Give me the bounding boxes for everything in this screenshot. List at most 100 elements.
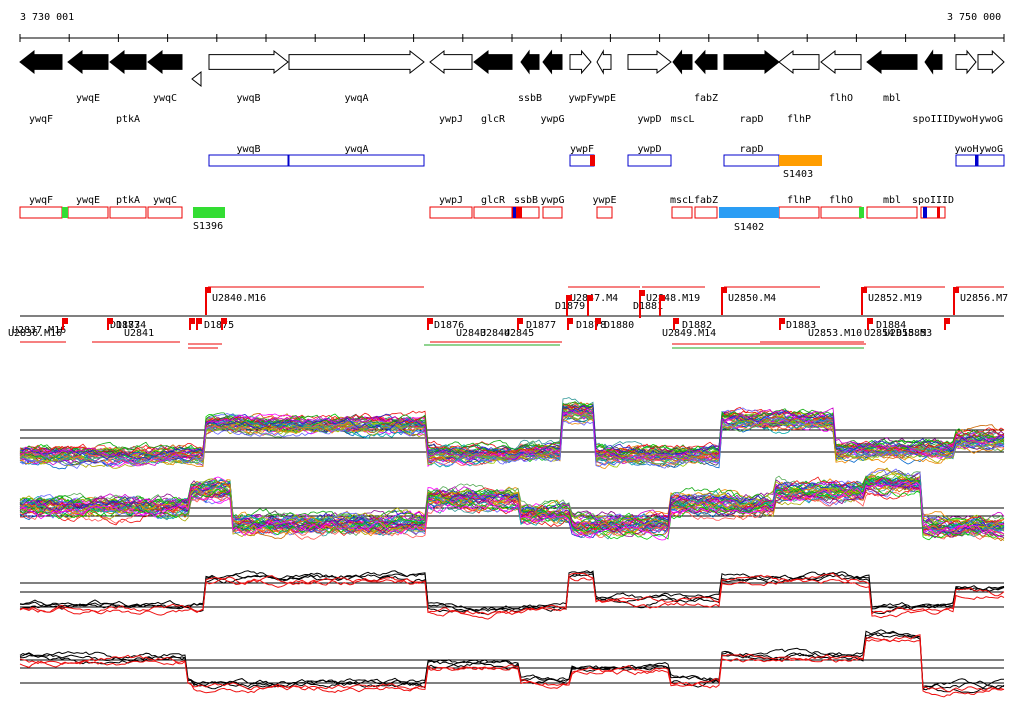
transcript-label-d1882: D1882 <box>682 320 712 331</box>
operon-label-minus-ywpg: ywpG <box>540 195 564 206</box>
operon-label-plus-ywpd: ywpD <box>637 144 661 155</box>
gene-arrow-ywpg <box>542 49 563 75</box>
operon-label-minus-ssbb: ssbB <box>514 195 538 206</box>
transcript-label-overlap-u2849-m14: U2849.M14 <box>662 328 716 339</box>
gene-label-ywqe: ywqE <box>76 93 100 104</box>
gene-label-rapd: rapD <box>739 114 763 125</box>
gene-label-ywoh: ywoH <box>954 114 978 125</box>
operon-end-marker <box>975 155 978 166</box>
gene-label-fabz: fabZ <box>694 93 718 104</box>
transcript-label-d1880: D1880 <box>604 320 634 331</box>
transcript-label-overlap-u2841: U2841 <box>124 328 154 339</box>
coordinate-end: 3 750 000 <box>947 12 1002 23</box>
operon-end-marker <box>62 207 68 218</box>
transcript-mid-label-u2847-m4: U2847.M4 <box>570 293 618 304</box>
transcript-label-overlap-u2843: U2843 <box>456 328 486 339</box>
transcript-label-u2856-m7: U2856.M7 <box>960 293 1008 304</box>
operon-box-minus-ywqe <box>67 206 109 219</box>
gene-label-ywpf: ywpF <box>568 93 592 104</box>
expression-profile-plus <box>19 403 1005 457</box>
transcript-marker-bottom-head <box>190 318 195 324</box>
gene-arrow-ywqc <box>147 49 183 75</box>
transcript-label-overlap-u2836-m16: U2836.M16 <box>8 328 62 339</box>
coordinate-start: 3 730 001 <box>20 12 75 23</box>
gene-label-flho: flhO <box>829 93 853 104</box>
transcript-label-overlap-u2844: U2844 <box>480 328 510 339</box>
operon-end-marker <box>515 207 522 218</box>
transcript-mid-marker-u2847-m4-head <box>567 295 572 301</box>
gene-arrow-spoiiid <box>924 49 943 75</box>
operon-box-plus-ywqb <box>208 154 289 167</box>
operon-box-plus-ywog <box>977 154 1005 167</box>
operon-box-minus-mbl <box>866 206 918 219</box>
segment-label-s1396: S1396 <box>193 221 223 232</box>
gene-arrow-rapd <box>723 49 780 75</box>
transcript-marker-bottom-head <box>780 318 785 324</box>
expression-profile-minus <box>19 476 1005 537</box>
gene-arrow-flho <box>820 49 862 75</box>
operon-box-minus-ywpg <box>542 206 563 219</box>
operon-end-marker <box>937 207 940 218</box>
expression-profile-minus <box>19 477 1005 528</box>
operon-label-minus-ywqe: ywqE <box>76 195 100 206</box>
operon-box-minus-ywpe <box>596 206 613 219</box>
operon-label-plus-rapd: rapD <box>739 144 763 155</box>
gene-label-glcr: glcR <box>481 114 506 125</box>
gene-label-ywpd: ywpD <box>637 114 661 125</box>
operon-end-marker <box>859 207 864 218</box>
transcript-marker-u2848-m19-head <box>640 290 645 296</box>
gene-label-ywpj: ywpJ <box>439 114 463 125</box>
operon-label-plus-ywpf: ywpF <box>570 144 594 155</box>
operon-box-plus-ywoh <box>955 154 978 167</box>
gene-label-ywqc: ywqC <box>153 93 177 104</box>
gene-arrow-ywqe <box>67 49 109 75</box>
operon-box-minus-ywqf <box>19 206 63 219</box>
expression-profile-minus <box>19 479 1005 538</box>
gene-arrow-ywpf <box>569 49 592 75</box>
operon-box-plus-ywqa <box>288 154 425 167</box>
gene-arrow-ywqa <box>288 49 425 75</box>
expression-profile-plus <box>19 416 1005 470</box>
transcript-marker-bottom-head <box>428 318 433 324</box>
transcript-label-overlap-u2854: U2854 <box>864 328 894 339</box>
expression-profile-plus <box>19 403 1005 461</box>
operon-label-minus-ywpj: ywpJ <box>439 195 463 206</box>
gene-label-mbl: mbl <box>883 93 901 104</box>
transcript-marker-u2840-m16-head <box>206 287 211 293</box>
gene-arrow-ywpd <box>627 49 672 75</box>
transcript-label-d1875: D1875 <box>204 320 234 331</box>
transcript-marker-u2856-m7-head <box>954 287 959 293</box>
expression-profile-minus <box>19 480 1005 541</box>
operon-box-minus-ywpj <box>429 206 473 219</box>
gene-label-ywog: ywoG <box>979 114 1003 125</box>
transcript-mid-marker-d1879-head <box>588 295 593 301</box>
transcript-mid-label-d1879: D1879 <box>555 301 585 312</box>
expression-profile-plus <box>19 409 1005 466</box>
operon-label-minus-fabz: fabZ <box>694 195 718 206</box>
transcript-label-overlap-d1873: D1873 <box>110 320 140 331</box>
transcript-marker-bottom-head <box>108 318 113 324</box>
transcript-marker-bottom-head <box>868 318 873 324</box>
gene-label-ywqb: ywqB <box>236 93 260 104</box>
gene-label-ywpg: ywpG <box>540 114 564 125</box>
transcript-label-overlap-u2845: U2845 <box>504 328 534 339</box>
operon-label-minus-flhp: flhP <box>787 195 811 206</box>
operon-label-minus-ywqf: ywqF <box>29 195 53 206</box>
transcript-marker-u2852-m19-head <box>862 287 867 293</box>
expression-profile-minus <box>19 481 1005 541</box>
gene-arrow-mbl <box>866 49 918 75</box>
transcript-marker-bottom-head <box>945 318 950 324</box>
operon-end-marker <box>923 207 927 218</box>
operon-end-marker <box>590 155 595 166</box>
operon-label-plus-ywqa: ywqA <box>344 144 368 155</box>
gene-label-ssbb: ssbB <box>518 93 542 104</box>
small-feature-arrow <box>191 70 202 88</box>
operon-label-minus-ywpe: ywpE <box>592 195 616 206</box>
summary-profile-plus <box>19 576 1005 620</box>
expression-profile-plus <box>19 407 1005 466</box>
gene-arrow-ywqf <box>19 49 63 75</box>
transcript-label-d1883: D1883 <box>786 320 816 331</box>
operon-label-minus-flho: flhO <box>829 195 853 206</box>
